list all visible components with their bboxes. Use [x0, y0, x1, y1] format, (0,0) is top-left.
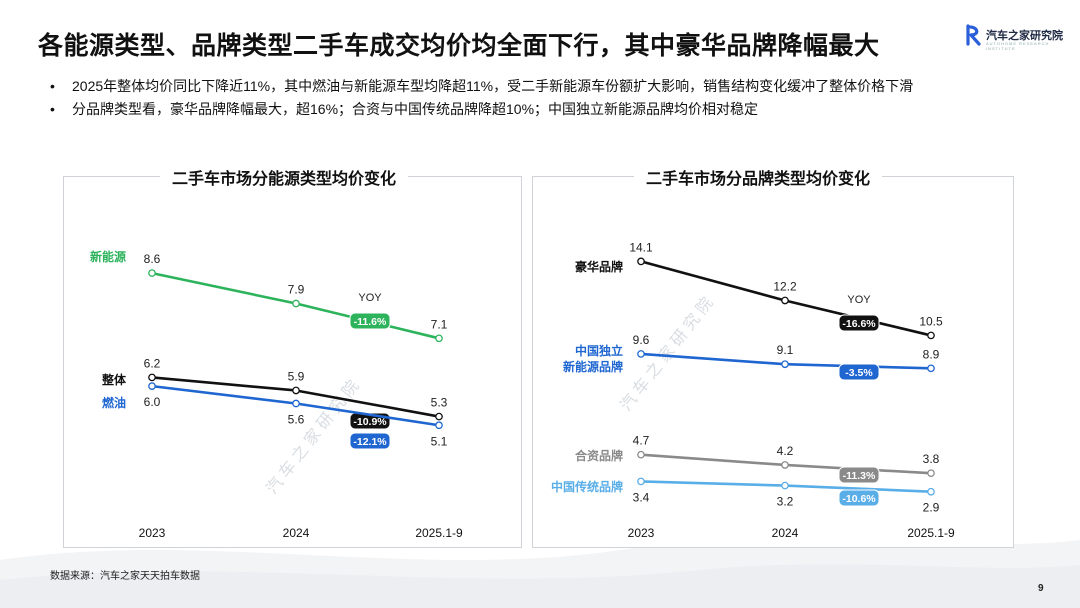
series-name-label: 中国传统品牌 [551, 479, 623, 494]
data-point [435, 412, 443, 421]
yoy-badge-text: -16.6% [842, 318, 876, 330]
data-point [292, 386, 300, 395]
data-point [927, 469, 935, 478]
bullet-marker: • [50, 101, 55, 117]
data-point [927, 487, 935, 496]
data-label: 14.1 [629, 240, 653, 254]
data-label: 5.3 [431, 396, 448, 410]
watermark-text: 汽 车 之 家 研 究 院 [263, 377, 363, 497]
data-point [637, 350, 645, 358]
data-label: 3.8 [923, 452, 940, 466]
data-point [435, 421, 443, 430]
bullet-text: 分品牌类型看，豪华品牌降幅最大，超16%；合资与中国传统品牌降超10%；中国独立… [72, 101, 759, 117]
yoy-header-label: YOY [847, 294, 871, 306]
logo-subtext: AUTOHOME RESEARCH INSTITUTE [986, 41, 1050, 51]
data-label: 10.5 [919, 314, 943, 328]
data-point [292, 399, 300, 408]
data-point [292, 299, 300, 308]
data-point [637, 257, 645, 266]
data-point [435, 334, 443, 343]
yoy-badge [349, 312, 391, 330]
series-name-label: 整体 [101, 372, 127, 387]
brand-chart-title: 二手车市场分品牌类型均价变化 [634, 165, 883, 189]
data-source-note: 数据来源：汽车之家天天拍车数据 [50, 571, 200, 582]
yoy-badge-text: -11.3% [843, 470, 876, 482]
data-label: 4.7 [633, 434, 650, 448]
series-name-label: 豪华品牌 [575, 259, 623, 274]
x-tick-label: 2024 [283, 526, 310, 540]
brand-type-chart-panel: 汽 车 之 家 研 究 院 2023 2024 2025.1-9 YOY 14.1 12.… [532, 176, 1014, 548]
series-name-label: 中国独立 [575, 343, 623, 358]
data-point [148, 269, 156, 277]
series-name-label: 合资品牌 [575, 448, 623, 463]
bullet-marker: • [50, 78, 55, 94]
yoy-badge [838, 489, 880, 507]
x-tick-label: 2023 [628, 526, 655, 540]
watermark-text: 汽 车 之 家 研 究 院 [617, 294, 717, 414]
data-point [781, 481, 789, 490]
brand-type-line-chart: 汽 车 之 家 研 究 院 2023 2024 2025.1-9 YOY 14.1 12.… [551, 240, 955, 540]
yoy-badge [838, 314, 880, 332]
data-label: 6.0 [144, 395, 161, 409]
brand-logo: 汽车之家研究院 [966, 22, 1063, 48]
data-point [781, 296, 789, 305]
series-name-label: 新能源品牌 [563, 359, 623, 374]
yoy-badge [838, 466, 880, 484]
x-tick-label: 2024 [772, 526, 799, 540]
data-point [781, 360, 789, 369]
bullet-text: 2025年整体均价同比下降近11%，其中燃油与新能源车型均降超11%，受二手新能… [72, 78, 914, 94]
bullet-list: • 2025年整体均价同比下降近11%，其中燃油与新能源车型均降超11%，受二手… [50, 77, 1010, 123]
data-label: 9.1 [777, 343, 794, 357]
data-point [148, 373, 156, 382]
energy-type-chart-panel: 汽 车 之 家 研 究 院 2023 2024 2025.1-9 YOY 8.6 7.9 7… [63, 176, 522, 548]
data-label: 7.1 [431, 317, 448, 331]
x-tick-label: 2025.1-9 [907, 526, 955, 540]
yoy-badge-text: -10.6% [842, 493, 876, 505]
series-name-label: 燃油 [102, 395, 126, 410]
series-name-label: 新能源 [90, 249, 126, 264]
data-point [637, 450, 645, 459]
data-point [637, 477, 645, 486]
x-tick-label: 2023 [139, 526, 166, 540]
data-label: 8.6 [144, 252, 161, 266]
data-label: 12.2 [773, 279, 797, 293]
yoy-badge-text: -3.5% [845, 367, 873, 379]
data-label: 5.9 [288, 369, 305, 383]
yoy-badge [349, 432, 391, 450]
data-label: 9.6 [633, 333, 650, 347]
yoy-badge-text: -12.1% [353, 436, 387, 448]
data-label: 5.6 [288, 413, 305, 427]
energy-type-line-chart: 汽 车 之 家 研 究 院 2023 2024 2025.1-9 YOY 8.6 7.9 7… [90, 249, 463, 540]
data-label: 3.2 [777, 495, 794, 509]
yoy-badge [838, 363, 880, 381]
data-point [781, 461, 789, 469]
data-label: 4.2 [777, 444, 794, 458]
bullet-item: • 2025年整体均价同比下降近11%，其中燃油与新能源车型均降超11%，受二手… [50, 77, 1010, 96]
bullet-item: • 分品牌类型看，豪华品牌降幅最大，超16%；合资与中国传统品牌降超10%；中国… [50, 100, 1010, 119]
data-label: 8.9 [923, 347, 940, 361]
logo-r-icon [966, 24, 981, 46]
data-label: 3.4 [633, 490, 650, 504]
x-tick-label: 2025.1-9 [415, 526, 463, 540]
data-label: 7.9 [288, 283, 305, 297]
yoy-badge-text: -10.9% [353, 416, 387, 428]
energy-chart-title: 二手车市场分能源类型均价变化 [160, 165, 409, 189]
background-wave [0, 539, 1080, 608]
data-label: 5.1 [431, 434, 448, 448]
page-title: 各能源类型、品牌类型二手车成交均价均全面下行，其中豪华品牌降幅最大 [38, 32, 880, 60]
data-point [927, 364, 935, 373]
data-label: 2.9 [923, 501, 940, 515]
data-label: 6.2 [144, 356, 161, 370]
page-number: 9 [1038, 583, 1044, 594]
yoy-header-label: YOY [358, 292, 382, 304]
data-point [148, 382, 156, 390]
data-point [927, 331, 935, 340]
yoy-badge-text: -11.6% [354, 316, 387, 328]
logo-text: 汽车之家研究院 [986, 30, 1063, 42]
